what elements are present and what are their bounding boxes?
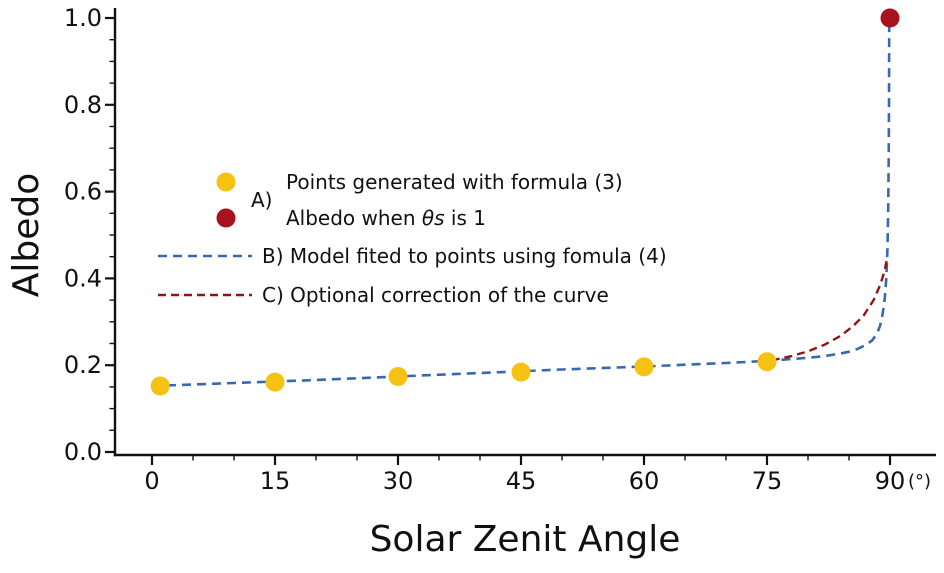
x-axis-title: Solar Zenit Angle <box>370 519 681 560</box>
legend-label-model-line: B) Model fited to points using fomula (4… <box>262 244 667 268</box>
legend-label-albedo-pre: Albedo when <box>286 206 422 230</box>
correction-line <box>758 256 889 364</box>
axes-layer: 0 15 30 45 60 75 90 0.0 0.2 0.4 0.6 0.8 1.0 <box>64 4 936 495</box>
x-tick-label: 60 <box>629 467 660 495</box>
y-tick-label: 0.4 <box>64 264 102 292</box>
legend-label-albedo-theta1: Albedo when θs is 1 <box>286 206 486 230</box>
legend: A) Points generated with formula (3) Alb… <box>158 170 667 307</box>
series-layer <box>150 8 900 396</box>
generated-points-marker <box>150 376 170 396</box>
generated-points-marker <box>757 352 777 372</box>
generated-points-marker <box>265 372 285 392</box>
x-tick-label: 90 <box>875 467 906 495</box>
legend-marker-generated-points <box>216 172 236 192</box>
x-tick-label: 75 <box>752 467 783 495</box>
x-axis-unit-label: (°) <box>908 471 931 492</box>
legend-group-label: A) <box>251 188 272 212</box>
generated-points-marker <box>634 357 654 377</box>
legend-label-generated-points: Points generated with formula (3) <box>286 170 623 194</box>
generated-points-marker <box>511 362 531 382</box>
legend-label-correction-line: C) Optional correction of the curve <box>262 283 609 307</box>
y-tick-label: 1.0 <box>64 4 102 32</box>
generated-points-marker <box>388 367 408 386</box>
x-tick-label: 15 <box>260 467 291 495</box>
y-tick-label: 0.8 <box>64 91 102 119</box>
y-axis-title: Albedo <box>6 173 47 298</box>
y-tick-label: 0.2 <box>64 351 102 379</box>
y-tick-label: 0.6 <box>64 178 102 206</box>
x-tick-label: 0 <box>144 467 159 495</box>
legend-marker-albedo-theta1 <box>216 208 236 228</box>
y-tick-label: 0.0 <box>64 438 102 466</box>
legend-label-theta-var: θs <box>422 206 445 230</box>
x-tick-label: 30 <box>383 467 414 495</box>
model-fit-line <box>151 17 891 388</box>
x-tick-label: 45 <box>506 467 537 495</box>
albedo-theta1-point-marker <box>880 8 900 28</box>
legend-label-albedo-post: is 1 <box>445 206 486 230</box>
